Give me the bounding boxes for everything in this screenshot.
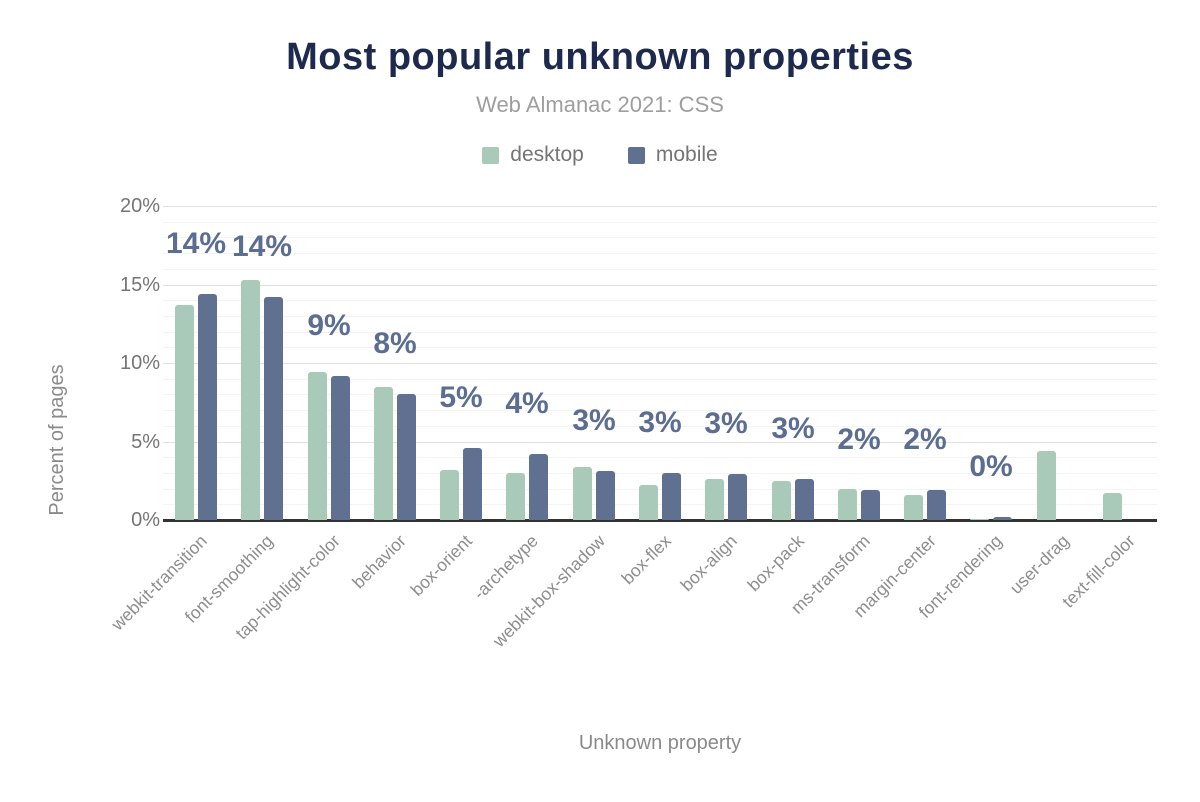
y-tick-label: 15% <box>119 273 160 296</box>
legend-swatch-icon <box>627 146 645 164</box>
desktop-bar[interactable] <box>904 495 923 520</box>
mobile-bar[interactable] <box>397 394 416 520</box>
gridline <box>163 300 1157 302</box>
gridline <box>163 472 1157 474</box>
mobile-bar[interactable] <box>795 479 814 520</box>
value-label: 3% <box>572 404 616 437</box>
desktop-bar[interactable] <box>573 467 592 520</box>
gridline <box>163 253 1157 255</box>
desktop-bar[interactable] <box>440 470 459 520</box>
gridline <box>163 315 1157 317</box>
mobile-bar[interactable] <box>264 297 283 520</box>
chart-subtitle: Web Almanac 2021: CSS <box>476 92 724 117</box>
desktop-bar[interactable] <box>308 372 327 520</box>
value-label: 8% <box>373 327 417 360</box>
legend: desktop mobile <box>0 143 1200 167</box>
y-tick-label: 0% <box>131 509 160 531</box>
mobile-bar[interactable] <box>596 471 615 520</box>
gridline <box>163 425 1157 427</box>
legend-label: mobile <box>655 143 718 166</box>
legend-item-mobile[interactable]: mobile <box>627 143 718 167</box>
desktop-bar[interactable] <box>506 473 525 520</box>
x-axis-line <box>163 519 1157 522</box>
gridline <box>163 441 1157 443</box>
mobile-bar[interactable] <box>463 448 482 520</box>
gridline <box>163 331 1157 333</box>
desktop-bar[interactable] <box>1103 493 1122 520</box>
mobile-bar[interactable] <box>331 376 350 520</box>
value-label: 14% <box>165 227 227 260</box>
gridline <box>163 410 1157 412</box>
legend-label: desktop <box>510 143 584 166</box>
gridline <box>163 363 1157 364</box>
x-axis-title: Unknown property <box>578 732 742 754</box>
gridline <box>163 504 1157 506</box>
gridline <box>163 221 1157 223</box>
gridline <box>163 206 1157 207</box>
value-label: 3% <box>638 406 682 439</box>
legend-swatch-icon <box>482 146 500 164</box>
value-label: 0% <box>969 450 1013 483</box>
mobile-bar[interactable] <box>927 490 946 520</box>
gridline <box>163 378 1157 380</box>
gridline <box>163 347 1157 349</box>
mobile-bar[interactable] <box>993 517 1012 520</box>
y-tick-label: 10% <box>119 352 160 374</box>
mobile-bar[interactable] <box>728 474 747 520</box>
gridline <box>163 237 1157 239</box>
gridline <box>163 488 1157 490</box>
mobile-bar[interactable] <box>529 454 548 520</box>
desktop-bar[interactable] <box>374 387 393 520</box>
gridline <box>163 457 1157 459</box>
mobile-bar[interactable] <box>662 473 681 520</box>
value-label: 9% <box>307 309 351 342</box>
desktop-bar[interactable] <box>838 489 857 520</box>
desktop-bar[interactable] <box>241 280 260 520</box>
value-label: 3% <box>704 407 748 440</box>
desktop-bar[interactable] <box>772 481 791 520</box>
y-tick-label: 20% <box>119 195 160 217</box>
value-label: 2% <box>903 423 947 456</box>
desktop-bar[interactable] <box>175 305 194 520</box>
chart-title: Most popular unknown properties <box>286 36 914 78</box>
value-label: 5% <box>439 381 483 414</box>
value-label: 4% <box>505 387 549 420</box>
desktop-bar[interactable] <box>705 479 724 520</box>
gridline <box>163 284 1157 286</box>
value-label: 2% <box>837 423 881 456</box>
desktop-bar[interactable] <box>639 485 658 520</box>
legend-item-desktop[interactable]: desktop <box>482 143 584 167</box>
gridline <box>163 268 1157 270</box>
value-label: 14% <box>231 230 293 263</box>
mobile-bar[interactable] <box>198 294 217 520</box>
y-tick-label: 5% <box>131 430 160 453</box>
desktop-bar[interactable] <box>970 519 989 520</box>
gridline <box>163 394 1157 396</box>
value-label: 3% <box>771 412 815 445</box>
mobile-bar[interactable] <box>861 490 880 520</box>
desktop-bar[interactable] <box>1037 451 1056 520</box>
